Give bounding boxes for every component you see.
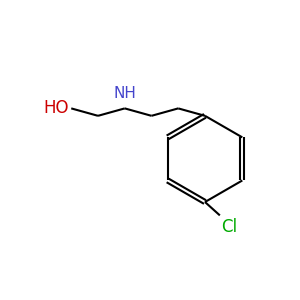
Text: HO: HO: [44, 99, 69, 117]
Text: Cl: Cl: [221, 218, 237, 236]
Text: NH: NH: [113, 86, 136, 101]
